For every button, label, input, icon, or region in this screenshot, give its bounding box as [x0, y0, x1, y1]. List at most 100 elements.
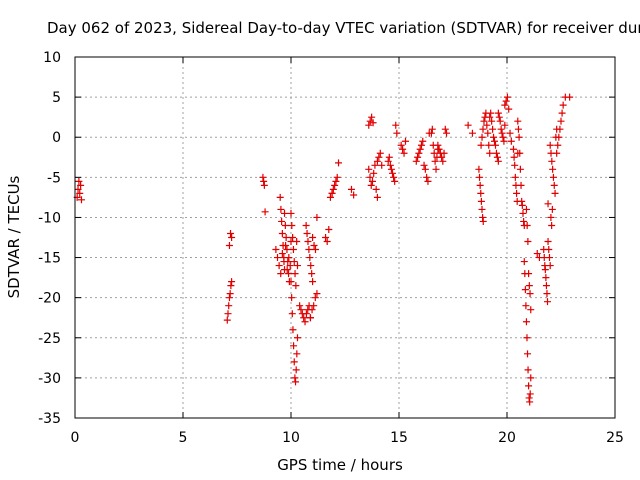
data-point — [557, 117, 565, 125]
data-point — [533, 250, 541, 258]
data-point — [328, 189, 336, 197]
data-point — [347, 185, 355, 193]
data-point — [227, 229, 235, 237]
data-point — [509, 145, 517, 153]
data-point — [373, 157, 381, 165]
data-point — [313, 290, 321, 298]
data-point — [520, 258, 528, 266]
data-point — [278, 217, 286, 225]
data-point — [225, 242, 233, 250]
data-point — [558, 109, 566, 117]
data-point — [228, 234, 236, 241]
data-point — [370, 169, 378, 177]
data-point — [526, 390, 534, 398]
y-tick-label: -15 — [38, 251, 61, 267]
y-tick-label: -30 — [38, 371, 61, 387]
data-point — [226, 290, 234, 298]
data-point — [507, 137, 515, 145]
data-point — [468, 129, 476, 137]
data-point — [551, 189, 559, 197]
data-point — [227, 282, 235, 290]
data-point — [477, 197, 485, 205]
data-point — [545, 254, 553, 262]
data-point — [274, 254, 281, 262]
data-point — [486, 149, 494, 157]
data-point — [434, 141, 442, 149]
data-point — [290, 342, 298, 350]
data-point — [289, 234, 297, 241]
y-tick-label: 0 — [52, 130, 61, 146]
data-point — [544, 200, 552, 208]
data-point — [483, 121, 491, 129]
data-point — [522, 302, 530, 310]
data-point — [487, 109, 495, 117]
data-point — [491, 137, 499, 145]
data-point — [485, 141, 493, 149]
data-point — [546, 141, 554, 149]
data-point — [277, 270, 285, 278]
data-point — [513, 189, 521, 197]
data-point — [224, 310, 232, 318]
data-point — [500, 137, 508, 145]
data-point — [300, 314, 308, 322]
data-point — [506, 129, 514, 137]
data-point — [282, 234, 290, 241]
data-point — [304, 238, 312, 246]
data-point — [399, 145, 407, 153]
y-tick-label: -35 — [38, 411, 61, 427]
data-point — [283, 246, 291, 254]
data-point — [225, 302, 233, 310]
data-point — [515, 133, 523, 141]
data-point — [492, 149, 500, 157]
data-point — [276, 193, 284, 201]
data-point — [526, 398, 534, 406]
data-point — [296, 302, 304, 310]
data-point — [289, 246, 297, 254]
data-point — [333, 173, 341, 181]
data-point — [281, 266, 289, 274]
data-point — [76, 189, 84, 197]
data-point — [416, 145, 424, 153]
data-point — [439, 157, 447, 165]
data-point — [432, 165, 440, 173]
x-tick-label: 0 — [71, 430, 80, 446]
data-point — [292, 366, 300, 374]
data-point — [477, 141, 485, 149]
data-points — [73, 93, 574, 406]
data-point — [289, 326, 297, 334]
grid — [75, 57, 615, 418]
data-point — [287, 278, 295, 286]
data-point — [523, 334, 531, 342]
data-point — [441, 125, 449, 133]
data-point — [322, 234, 330, 241]
data-point — [556, 125, 564, 133]
data-point — [259, 173, 267, 181]
data-point — [519, 209, 527, 217]
data-point — [371, 161, 379, 169]
data-point — [545, 246, 553, 254]
data-point — [391, 177, 399, 185]
data-point — [544, 298, 551, 306]
data-point — [331, 181, 339, 189]
data-point — [480, 117, 488, 125]
data-point — [293, 334, 301, 342]
data-point — [308, 306, 316, 314]
data-point — [386, 161, 394, 169]
data-point — [430, 149, 438, 157]
x-tick-label: 20 — [498, 430, 516, 446]
data-point — [484, 129, 492, 137]
data-point — [554, 141, 562, 149]
data-point — [548, 221, 556, 229]
data-point — [305, 246, 313, 254]
data-point — [548, 157, 556, 165]
data-point — [547, 213, 555, 221]
data-point — [514, 117, 522, 125]
data-point — [368, 177, 376, 185]
data-point — [302, 221, 310, 229]
data-point — [524, 366, 532, 374]
data-point — [491, 141, 499, 149]
data-point — [511, 173, 519, 181]
data-point — [392, 121, 400, 129]
data-point — [475, 165, 483, 173]
